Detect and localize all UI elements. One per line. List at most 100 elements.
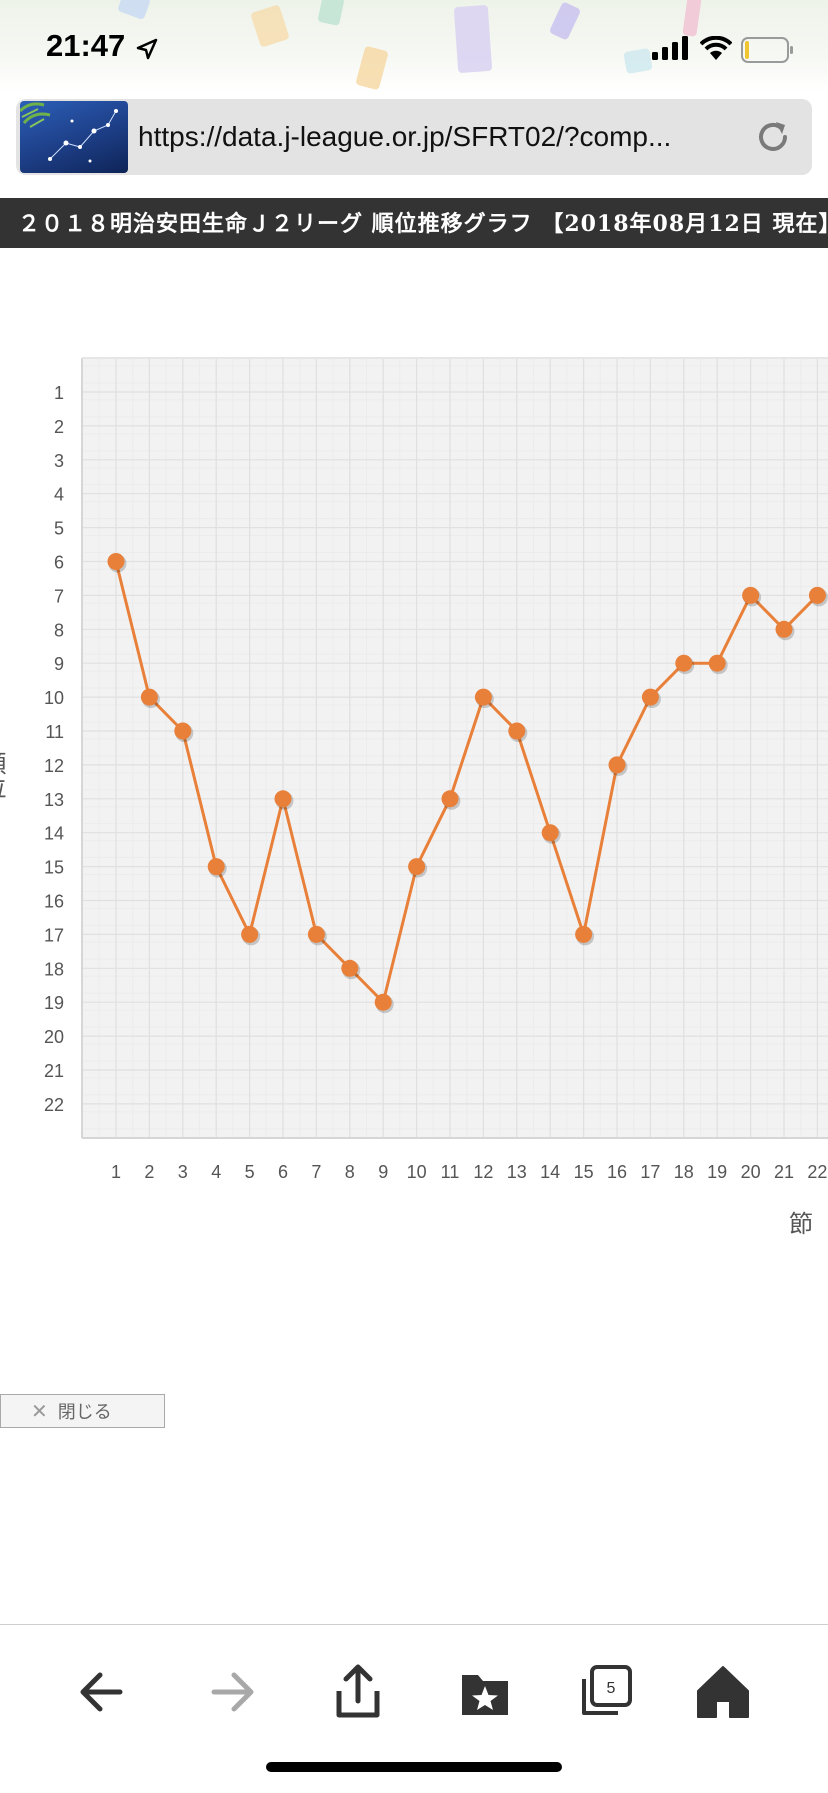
data-point — [441, 790, 459, 808]
y-tick-label: 13 — [44, 790, 64, 810]
data-point — [742, 586, 760, 604]
wallpaper-decoration — [453, 4, 493, 74]
back-arrow-icon[interactable] — [68, 1657, 138, 1727]
y-tick-label: 3 — [54, 451, 64, 471]
data-point — [641, 688, 659, 706]
share-icon[interactable] — [323, 1657, 393, 1727]
y-tick-label: 22 — [44, 1095, 64, 1115]
y-tick-label: 10 — [44, 688, 64, 708]
forward-arrow-icon[interactable] — [196, 1657, 266, 1727]
rank-chart: 1 2 3 4 5 6 7 8 9 10 11 12 13 14 15 16 17 18 19 20 21 22 1 2 3 4 5… — [0, 340, 828, 1260]
data-point — [307, 925, 325, 943]
x-tick-label: 9 — [378, 1162, 388, 1182]
x-tick-label: 1 — [111, 1162, 121, 1182]
page-title-bar: ２０１８明治安田生命Ｊ２リーグ 順位推移グラフ 【2018年08月12日 現在】 — [0, 198, 828, 248]
wallpaper-decoration — [548, 1, 582, 41]
tabs-icon[interactable]: 5 — [572, 1657, 642, 1727]
y-tick-label: 5 — [54, 519, 64, 539]
battery-icon — [741, 37, 793, 63]
plot-background — [82, 358, 828, 1138]
x-tick-label: 2 — [144, 1162, 154, 1182]
page-title: ２０１８明治安田生命Ｊ２リーグ 順位推移グラフ 【2018年08月12日 現在】 — [18, 211, 828, 237]
data-point — [675, 654, 693, 672]
wallpaper-decoration — [682, 0, 702, 37]
data-point — [508, 722, 526, 740]
status-bar: 21:47 — [0, 0, 828, 92]
y-tick-label: 8 — [54, 620, 64, 640]
close-button-label: 閉じる — [57, 1402, 112, 1423]
wallpaper-decoration — [355, 45, 389, 91]
data-point — [241, 925, 259, 943]
cellular-signal-icon — [652, 36, 688, 60]
tab-count: 5 — [607, 1680, 616, 1697]
close-icon: ✕ — [31, 1399, 48, 1423]
x-axis-title: 節 — [789, 1210, 813, 1238]
x-tick-label: 17 — [640, 1162, 660, 1182]
x-tick-label: 15 — [574, 1162, 594, 1182]
y-tick-label: 20 — [44, 1027, 64, 1047]
url-text[interactable]: https://data.j-league.or.jp/SFRT02/?comp… — [138, 121, 672, 152]
data-point — [274, 790, 292, 808]
data-point — [107, 553, 125, 570]
x-tick-label: 18 — [674, 1162, 694, 1182]
y-tick-label: 6 — [54, 553, 64, 573]
data-point — [575, 925, 593, 943]
data-point — [775, 620, 793, 638]
y-tick-label: 2 — [54, 417, 64, 437]
wallpaper-decoration — [623, 47, 653, 75]
wallpaper-decoration — [317, 0, 345, 26]
x-tick-label: 14 — [540, 1162, 560, 1182]
y-tick-label: 15 — [44, 858, 64, 878]
x-tick-label: 7 — [311, 1162, 321, 1182]
close-button[interactable]: ✕ 閉じる — [0, 1394, 165, 1428]
wallpaper-decoration — [250, 4, 290, 48]
x-tick-label: 4 — [211, 1162, 221, 1182]
data-point — [608, 756, 626, 774]
x-tick-label: 12 — [473, 1162, 493, 1182]
wifi-icon — [700, 36, 732, 60]
y-tick-label: 11 — [45, 722, 64, 742]
x-tick-label: 5 — [245, 1162, 255, 1182]
x-tick-label: 3 — [178, 1162, 188, 1182]
x-tick-label: 21 — [774, 1162, 794, 1182]
address-bar[interactable]: https://data.j-league.or.jp/SFRT02/?comp… — [16, 99, 812, 175]
y-tick-label: 12 — [44, 756, 64, 776]
x-tick-label: 13 — [507, 1162, 527, 1182]
bookmarks-folder-icon[interactable] — [450, 1657, 520, 1727]
x-tick-label: 16 — [607, 1162, 627, 1182]
x-tick-label: 22 — [807, 1162, 827, 1182]
x-tick-label: 19 — [707, 1162, 727, 1182]
data-point — [474, 688, 492, 706]
data-point — [808, 586, 826, 604]
reload-icon[interactable] — [754, 118, 792, 156]
x-tick-label: 10 — [407, 1162, 427, 1182]
wallpaper-decoration — [117, 0, 151, 21]
y-tick-label: 7 — [54, 586, 64, 606]
clock: 21:47 — [46, 28, 126, 63]
x-tick-label: 11 — [441, 1162, 460, 1182]
data-point — [708, 654, 726, 672]
home-indicator — [266, 1762, 562, 1772]
data-point — [541, 824, 559, 842]
data-point — [207, 858, 225, 876]
y-tick-label: 9 — [54, 654, 64, 674]
y-tick-label: 14 — [44, 824, 64, 844]
x-tick-label: 8 — [345, 1162, 355, 1182]
x-tick-label: 6 — [278, 1162, 288, 1182]
y-tick-label: 1 — [54, 383, 64, 403]
home-icon[interactable] — [688, 1657, 758, 1727]
x-tick-label: 20 — [741, 1162, 761, 1182]
y-tick-label: 21 — [44, 1061, 64, 1081]
y-axis-title: 順位 — [0, 751, 6, 799]
y-tick-label: 19 — [44, 993, 64, 1013]
series-line — [114, 561, 819, 1004]
y-tick-label: 18 — [44, 959, 64, 979]
y-tick-label: 16 — [44, 892, 64, 912]
data-point — [140, 688, 158, 706]
data-point — [374, 993, 392, 1011]
y-tick-label: 4 — [54, 485, 64, 505]
location-arrow-icon — [136, 38, 158, 60]
data-point — [341, 959, 359, 977]
site-favicon — [20, 101, 128, 173]
